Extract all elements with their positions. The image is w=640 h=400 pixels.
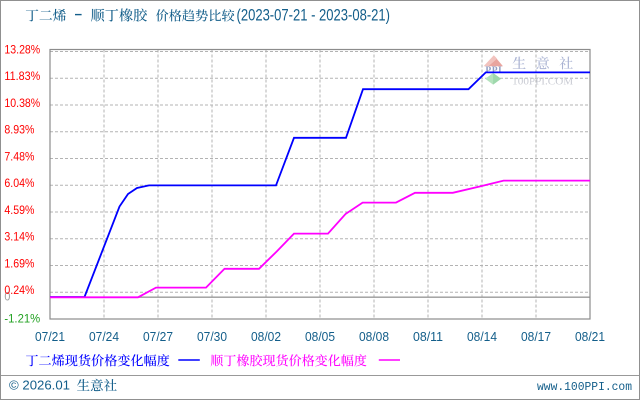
svg-text:100PPI.COM: 100PPI.COM xyxy=(512,75,573,87)
svg-text:11.83%: 11.83% xyxy=(4,69,40,83)
svg-text:07/27: 07/27 xyxy=(143,329,173,344)
svg-text:6.04%: 6.04% xyxy=(4,176,34,190)
svg-text:3.14%: 3.14% xyxy=(4,230,34,244)
svg-text:0.24%: 0.24% xyxy=(4,283,34,297)
svg-text:-1.21%: -1.21% xyxy=(4,311,40,325)
svg-text:07/30: 07/30 xyxy=(197,329,227,344)
svg-text:7.48%: 7.48% xyxy=(4,149,34,163)
svg-text:08/11: 08/11 xyxy=(413,329,443,344)
svg-text:08/02: 08/02 xyxy=(251,329,281,344)
svg-text:PPI: PPI xyxy=(485,66,502,76)
svg-text:1.69%: 1.69% xyxy=(4,256,34,270)
svg-text:0: 0 xyxy=(4,289,10,303)
svg-text:8.93%: 8.93% xyxy=(4,123,34,137)
svg-text:(2023-07-21 - 2023-08-21): (2023-07-21 - 2023-08-21) xyxy=(237,7,391,25)
svg-text:© 2026.01: © 2026.01 xyxy=(9,378,70,393)
svg-text:07/24: 07/24 xyxy=(89,329,119,344)
svg-text:08/05: 08/05 xyxy=(305,329,335,344)
svg-text:4.59%: 4.59% xyxy=(4,203,34,217)
svg-text:08/14: 08/14 xyxy=(467,329,497,344)
svg-text:www.100PPI.com: www.100PPI.com xyxy=(537,380,632,394)
svg-text:08/21: 08/21 xyxy=(575,329,605,344)
svg-text:10.38%: 10.38% xyxy=(4,96,40,110)
svg-text:08/17: 08/17 xyxy=(521,329,551,344)
svg-text:07/21: 07/21 xyxy=(35,329,65,344)
svg-text:08/08: 08/08 xyxy=(359,329,389,344)
svg-text:13.28%: 13.28% xyxy=(4,42,40,56)
